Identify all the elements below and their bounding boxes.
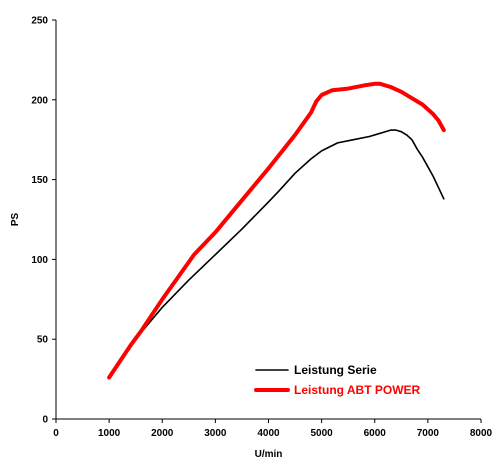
- y-tick-label: 250: [31, 16, 48, 27]
- x-tick-label: 6000: [364, 428, 387, 439]
- axes: 0 50 100 150 200 250 0 1000 2000 3000 4000 5000 6000…: [31, 16, 492, 440]
- series-layer: [107, 81, 446, 380]
- y-tick-label: 0: [42, 415, 48, 426]
- legend-label: Leistung ABT POWER: [294, 383, 421, 397]
- x-tick-label: 8000: [470, 428, 493, 439]
- x-tick-label: 1000: [98, 428, 121, 439]
- y-tick-label: 150: [31, 175, 48, 186]
- y-tick-label: 100: [31, 255, 48, 266]
- x-tick-label: 5000: [311, 428, 334, 439]
- legend-label: Leistung Serie: [294, 363, 377, 377]
- legend: Leistung Serie Leistung ABT POWER: [254, 363, 421, 397]
- x-tick-label: 7000: [417, 428, 440, 439]
- y-axis-label: PS: [10, 213, 21, 227]
- x-tick-label: 0: [53, 428, 59, 439]
- series-line-serie: [108, 129, 445, 379]
- y-tick-label: 50: [37, 335, 49, 346]
- x-axis-label: U/min: [255, 449, 283, 460]
- series-line-abt-power: [107, 81, 446, 380]
- y-tick-label: 200: [31, 95, 48, 106]
- x-tick-label: 3000: [204, 428, 227, 439]
- x-tick-label: 2000: [151, 428, 174, 439]
- x-tick-label: 4000: [257, 428, 280, 439]
